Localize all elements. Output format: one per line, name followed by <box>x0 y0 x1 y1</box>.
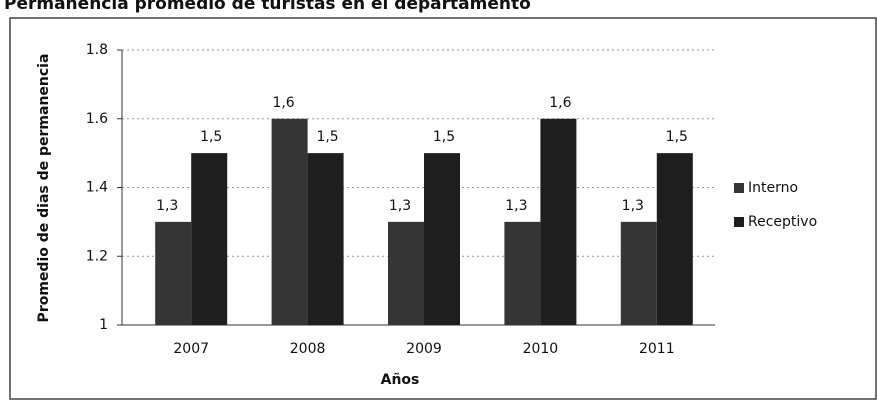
x-tick-label: 2011 <box>639 341 675 357</box>
value-label: 1,5 <box>316 129 338 145</box>
bar <box>504 221 541 325</box>
value-label: 1,3 <box>505 198 527 214</box>
value-label: 1,5 <box>666 129 688 145</box>
x-tick-label: 2007 <box>173 341 209 357</box>
bar <box>656 153 693 325</box>
legend-swatch <box>734 217 744 227</box>
value-label: 1,3 <box>156 198 178 214</box>
y-tick-label: 1.2 <box>86 248 108 264</box>
legend-swatch <box>734 183 744 193</box>
x-tick-label: 2009 <box>406 341 442 357</box>
x-tick-label: 2008 <box>290 341 326 357</box>
value-label: 1,6 <box>272 95 294 111</box>
bar <box>307 153 344 325</box>
bar <box>155 221 192 325</box>
y-tick-label: 1 <box>99 317 108 333</box>
y-tick-label: 1.6 <box>86 111 108 127</box>
y-tick-label: 1.4 <box>86 180 108 196</box>
chart-title: Permanencia promedio de turistas en el d… <box>4 0 531 14</box>
bar <box>388 221 424 325</box>
value-label: 1,6 <box>549 95 571 111</box>
value-label: 1,3 <box>622 198 644 214</box>
bar <box>271 118 308 325</box>
value-label: 1,5 <box>433 129 455 145</box>
bar <box>540 118 577 325</box>
legend-label: Receptivo <box>748 214 817 230</box>
chart-frame <box>9 17 877 400</box>
bar <box>424 153 460 325</box>
value-label: 1,5 <box>200 129 222 145</box>
value-label: 1,3 <box>389 198 411 214</box>
x-axis-title: Años <box>381 372 420 388</box>
bar <box>191 153 228 325</box>
legend-label: Interno <box>748 180 798 196</box>
x-tick-label: 2010 <box>523 341 559 357</box>
y-axis-title: Promedio de dias de permanencia <box>36 54 52 323</box>
bar <box>620 221 657 325</box>
y-tick-label: 1.8 <box>86 42 108 58</box>
